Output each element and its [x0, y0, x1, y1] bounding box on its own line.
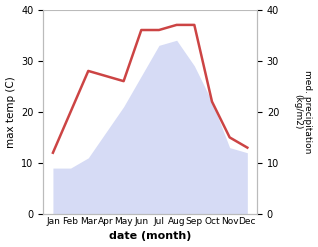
X-axis label: date (month): date (month) — [109, 231, 191, 242]
Y-axis label: max temp (C): max temp (C) — [5, 76, 16, 148]
Y-axis label: med. precipitation
(kg/m2): med. precipitation (kg/m2) — [293, 70, 313, 154]
